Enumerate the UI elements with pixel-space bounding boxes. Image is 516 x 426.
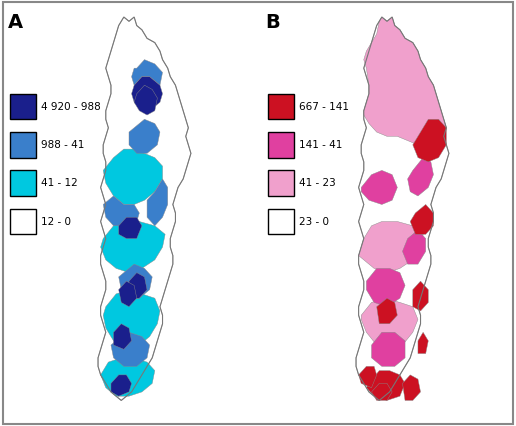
Polygon shape xyxy=(418,332,428,354)
Text: 12 - 0: 12 - 0 xyxy=(41,216,71,227)
Polygon shape xyxy=(134,85,157,115)
Polygon shape xyxy=(111,375,132,396)
Bar xyxy=(268,132,294,158)
Text: B: B xyxy=(266,13,281,32)
Polygon shape xyxy=(132,60,163,85)
Polygon shape xyxy=(359,222,423,273)
Polygon shape xyxy=(119,264,152,298)
Polygon shape xyxy=(413,281,428,311)
Polygon shape xyxy=(147,179,168,226)
Bar xyxy=(268,94,294,119)
Polygon shape xyxy=(372,332,405,366)
Polygon shape xyxy=(103,149,163,204)
Polygon shape xyxy=(129,119,160,153)
Polygon shape xyxy=(101,358,155,396)
Polygon shape xyxy=(129,273,147,298)
Bar xyxy=(10,94,36,119)
Polygon shape xyxy=(356,17,449,400)
Polygon shape xyxy=(377,298,397,324)
Polygon shape xyxy=(119,281,137,307)
Text: 667 - 141: 667 - 141 xyxy=(299,101,349,112)
Polygon shape xyxy=(359,366,377,388)
Bar xyxy=(268,170,294,196)
Bar xyxy=(10,132,36,158)
Text: 4 920 - 988: 4 920 - 988 xyxy=(41,101,101,112)
Polygon shape xyxy=(364,17,446,145)
Polygon shape xyxy=(114,324,132,349)
Polygon shape xyxy=(408,158,433,196)
Polygon shape xyxy=(119,217,142,239)
Bar xyxy=(10,170,36,196)
Polygon shape xyxy=(413,119,446,162)
Polygon shape xyxy=(402,230,426,264)
Polygon shape xyxy=(372,383,392,400)
Polygon shape xyxy=(98,17,191,400)
Polygon shape xyxy=(361,298,418,349)
Polygon shape xyxy=(366,371,405,400)
Text: 41 - 12: 41 - 12 xyxy=(41,178,78,188)
Text: 141 - 41: 141 - 41 xyxy=(299,140,343,150)
Bar xyxy=(268,209,294,234)
Text: 41 - 23: 41 - 23 xyxy=(299,178,336,188)
Polygon shape xyxy=(366,268,405,307)
Polygon shape xyxy=(410,204,433,234)
Bar xyxy=(10,209,36,234)
Polygon shape xyxy=(101,222,165,273)
Polygon shape xyxy=(132,77,163,111)
Polygon shape xyxy=(402,375,421,400)
Polygon shape xyxy=(111,332,150,366)
Text: 23 - 0: 23 - 0 xyxy=(299,216,329,227)
Text: 988 - 41: 988 - 41 xyxy=(41,140,85,150)
Polygon shape xyxy=(103,196,139,226)
Polygon shape xyxy=(361,170,397,204)
Polygon shape xyxy=(103,290,160,349)
Text: A: A xyxy=(8,13,23,32)
